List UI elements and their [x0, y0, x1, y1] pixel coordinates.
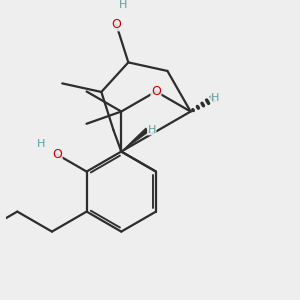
Text: O: O: [52, 148, 62, 161]
Text: O: O: [151, 85, 161, 98]
Polygon shape: [121, 128, 149, 152]
Text: H: H: [119, 0, 128, 10]
Text: O: O: [111, 18, 121, 31]
Text: H: H: [148, 125, 156, 135]
Text: H: H: [211, 92, 219, 103]
Text: H: H: [37, 139, 46, 149]
